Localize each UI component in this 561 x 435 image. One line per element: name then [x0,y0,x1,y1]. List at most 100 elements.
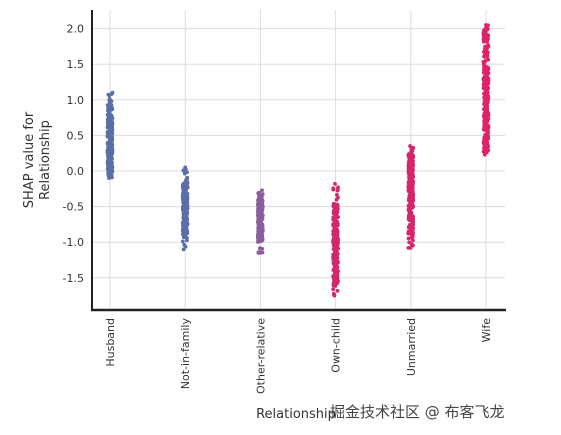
point-group-other-relative [256,188,265,255]
data-point [334,270,339,274]
point-group-unmarried [406,144,416,250]
point-group-not-in-family [180,165,190,252]
data-point [110,135,115,140]
data-point [333,278,338,283]
data-point [107,107,111,112]
x-axis-title: Relationship [256,407,336,422]
data-point [410,186,415,190]
data-point [486,44,491,49]
data-point [256,250,261,255]
y-tick-label: -1.5 [63,272,84,285]
data-point [484,92,489,97]
data-point [335,203,339,207]
data-point [410,160,415,165]
data-point [406,236,411,241]
data-point [335,193,339,197]
data-point [481,149,486,154]
data-point [409,174,414,179]
data-point [333,215,338,220]
data-point [185,223,189,228]
data-point [183,167,188,171]
data-point [106,92,111,97]
data-point [185,170,189,175]
data-point [411,222,416,227]
data-point [486,76,491,81]
data-point [110,131,114,135]
data-point [107,147,112,151]
data-point [180,239,185,244]
data-point [105,130,110,134]
data-point [107,140,112,145]
data-point [485,72,490,76]
data-point [257,226,262,231]
data-point [260,198,265,203]
data-point [486,125,491,130]
data-point [184,199,189,203]
data-point [107,96,112,101]
data-point [257,246,262,251]
data-point [109,162,114,167]
data-point [183,191,187,195]
y-tick-label: -0.5 [63,201,84,214]
data-point [483,44,488,49]
data-point [110,122,115,127]
point-group-wife [481,23,491,157]
data-point [407,163,411,168]
data-point [183,227,188,231]
data-point [105,112,110,117]
data-point [485,34,490,39]
data-point [484,53,488,58]
data-point [406,171,411,176]
data-point [182,197,186,202]
data-point [331,186,336,191]
data-point [256,202,261,206]
data-point [482,99,487,104]
plot-background [92,10,505,310]
data-point [331,204,336,209]
data-point [483,112,487,117]
data-point [109,91,114,96]
data-point [183,244,188,249]
data-point [485,144,490,149]
data-point [257,207,262,212]
data-point [482,127,487,132]
data-point [183,208,188,213]
data-point [333,261,337,266]
data-point [260,235,265,240]
data-point [335,187,340,192]
data-point [485,27,489,32]
data-point [184,238,189,243]
data-point [406,187,411,191]
data-point [334,212,338,217]
data-point [183,184,188,189]
data-point [332,243,337,248]
x-tick-label-own-child: Own-child [330,318,343,373]
data-point [183,215,188,220]
data-point [481,107,486,112]
y-axis-title: SHAP value for Relationship [22,111,53,208]
data-point [336,240,340,245]
data-point [482,79,487,84]
data-point [185,175,190,180]
y-tick-label: 2.0 [67,23,85,36]
data-point [485,128,490,133]
data-point [334,281,339,286]
data-point [335,288,340,293]
data-point [105,153,110,157]
data-point [180,221,185,225]
data-point [482,136,487,141]
data-point [482,119,487,124]
y-axis-title-line-2: Relationship [38,120,53,200]
data-point [408,245,413,250]
data-point [331,222,336,227]
data-point [409,181,414,186]
data-point [334,252,339,256]
x-tick-label-wife: Wife [480,318,493,343]
y-tick-label: 0.0 [67,165,85,178]
data-point [332,239,337,244]
data-point [482,60,487,64]
data-point [333,181,337,186]
data-point [410,154,415,159]
data-point [185,231,189,236]
data-point [483,83,488,88]
